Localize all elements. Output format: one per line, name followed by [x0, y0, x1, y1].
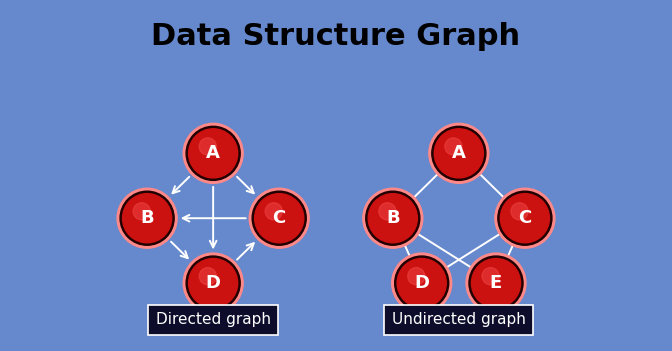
Circle shape [495, 188, 555, 248]
Circle shape [445, 138, 462, 155]
Circle shape [186, 256, 240, 310]
Circle shape [249, 188, 309, 248]
Circle shape [408, 267, 425, 285]
Circle shape [199, 267, 216, 285]
Circle shape [117, 188, 177, 248]
Text: C: C [273, 209, 286, 227]
Text: B: B [140, 209, 154, 227]
Circle shape [189, 129, 238, 178]
Circle shape [368, 194, 417, 243]
Text: Data Structure Graph: Data Structure Graph [151, 22, 521, 51]
Text: Directed graph: Directed graph [156, 312, 271, 327]
Circle shape [363, 188, 423, 248]
Circle shape [183, 253, 243, 313]
Text: A: A [206, 144, 220, 163]
Text: E: E [490, 274, 502, 292]
Circle shape [133, 203, 151, 220]
Text: A: A [452, 144, 466, 163]
Circle shape [472, 258, 521, 307]
Circle shape [120, 191, 174, 245]
Circle shape [501, 194, 550, 243]
Circle shape [434, 129, 483, 178]
Circle shape [429, 123, 489, 183]
Text: B: B [386, 209, 400, 227]
Circle shape [482, 267, 499, 285]
Circle shape [511, 203, 528, 220]
Circle shape [392, 253, 452, 313]
Circle shape [265, 203, 282, 220]
Circle shape [366, 191, 420, 245]
Circle shape [252, 191, 306, 245]
Circle shape [432, 126, 486, 180]
Circle shape [397, 258, 446, 307]
Circle shape [466, 253, 526, 313]
Circle shape [255, 194, 304, 243]
Text: C: C [518, 209, 532, 227]
Circle shape [498, 191, 552, 245]
Circle shape [183, 123, 243, 183]
Circle shape [189, 258, 238, 307]
Circle shape [186, 126, 240, 180]
Circle shape [394, 256, 449, 310]
Circle shape [379, 203, 396, 220]
Circle shape [469, 256, 523, 310]
Text: D: D [414, 274, 429, 292]
Text: Undirected graph: Undirected graph [392, 312, 526, 327]
Text: D: D [206, 274, 220, 292]
Circle shape [122, 194, 171, 243]
Circle shape [199, 138, 216, 155]
